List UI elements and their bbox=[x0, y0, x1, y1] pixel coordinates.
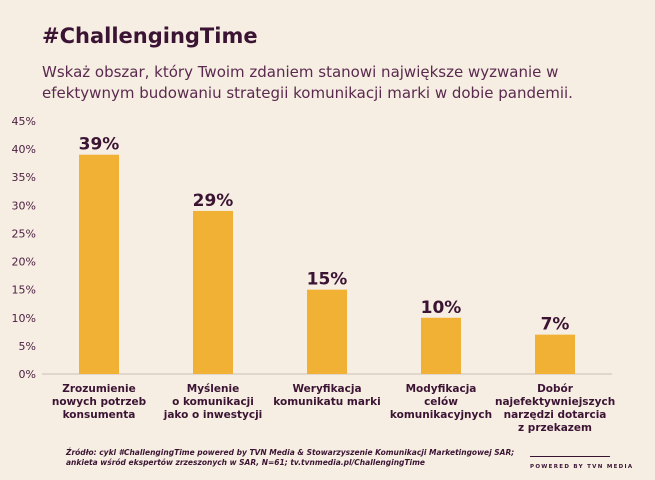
y-tick-label: 35% bbox=[12, 171, 36, 184]
page-title: #ChallengingTime bbox=[42, 24, 258, 48]
y-tick-label: 15% bbox=[12, 284, 36, 297]
x-tick-label: Myślenie o komunikacji jako o inwestycji bbox=[163, 383, 263, 421]
data-label: 7% bbox=[541, 315, 570, 335]
y-tick-label: 40% bbox=[12, 143, 36, 156]
x-tick-label: Zrozumienie nowych potrzeb konsumenta bbox=[51, 383, 147, 421]
y-tick-label: 45% bbox=[12, 115, 36, 128]
chart-question: Wskaż obszar, który Twoim zdaniem stanow… bbox=[42, 63, 573, 102]
data-label: 15% bbox=[307, 270, 348, 290]
y-tick-label: 25% bbox=[12, 227, 36, 240]
y-tick-label: 0% bbox=[19, 368, 36, 381]
x-tick-label: Weryfikacja komunikatu marki bbox=[273, 383, 381, 408]
data-label: 10% bbox=[421, 298, 462, 318]
y-tick-label: 30% bbox=[12, 199, 36, 212]
y-tick-label: 5% bbox=[19, 340, 36, 353]
data-label: 29% bbox=[193, 191, 234, 211]
x-tick-label: Modyfikacja celów komunikacyjnych bbox=[389, 383, 493, 421]
bar bbox=[535, 334, 575, 374]
powered-by-logo: POWERED BY TVN MEDIA bbox=[530, 456, 632, 470]
y-tick-label: 10% bbox=[12, 312, 36, 325]
source-note: Źródło: cykl #ChallengingTime powered by… bbox=[66, 448, 515, 467]
bar bbox=[307, 289, 347, 374]
bar bbox=[421, 317, 461, 374]
bar bbox=[79, 154, 119, 374]
y-tick-label: 20% bbox=[12, 256, 36, 269]
data-label: 39% bbox=[79, 135, 120, 155]
bar bbox=[193, 210, 233, 374]
x-tick-label: Dobór najefektywniejszych narzędzi dotar… bbox=[495, 383, 616, 434]
